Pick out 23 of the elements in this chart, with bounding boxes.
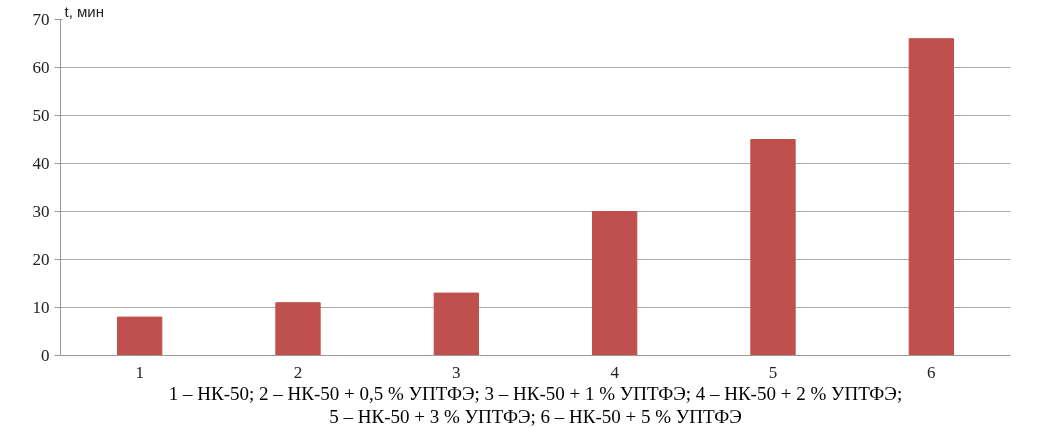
text: 1 – НК-50; 2 – НК-50 + 0,5 % УПТФЭ; 3 – НК-50 + 1 % УПТФЭ; 4 – НК-50 + 2 % УПТФЭ; <box>168 382 903 404</box>
y-tick-label: 0 <box>41 346 50 365</box>
y-tick-label: 10 <box>32 298 50 317</box>
text: 5 – НК-50 + 3 % УПТФЭ; 6 – НК-50 + 5 % УПТФЭ <box>329 405 742 427</box>
y-tick-label: 60 <box>32 58 50 77</box>
x-tick-label: 1 <box>135 362 144 382</box>
y-tick-label: 40 <box>32 154 50 173</box>
bar <box>275 302 321 356</box>
x-tick-label: 5 <box>768 362 778 382</box>
bar <box>117 316 163 356</box>
y-tick-label: 50 <box>32 106 50 125</box>
y-tick-label: 20 <box>32 250 50 269</box>
bar <box>592 211 638 356</box>
bar <box>433 292 479 356</box>
y-tick-label: 70 <box>32 10 50 29</box>
y-axis-title: t, мин <box>64 2 104 20</box>
x-tick-label: 2 <box>293 362 303 382</box>
x-tick-label: 4 <box>610 362 620 382</box>
x-tick-label: 6 <box>927 362 936 382</box>
x-tick-label: 3 <box>452 362 461 382</box>
bar <box>750 139 796 356</box>
bar <box>908 38 954 356</box>
y-tick-label: 30 <box>32 202 50 221</box>
